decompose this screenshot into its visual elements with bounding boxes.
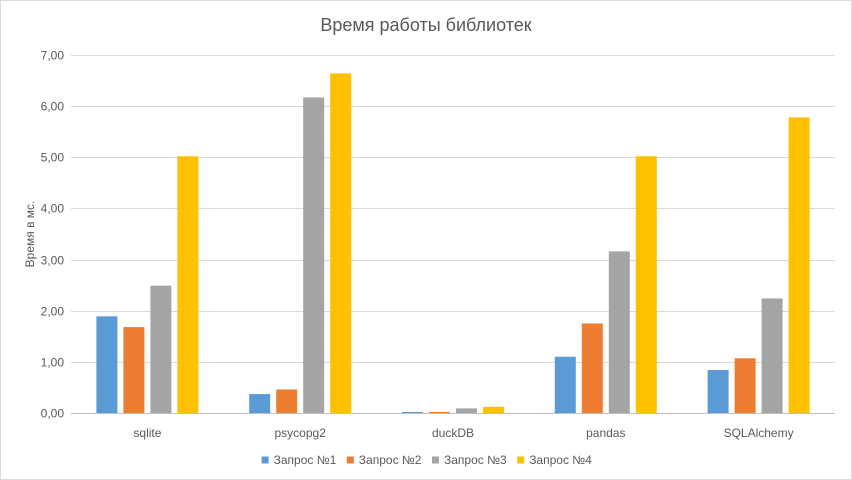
bar-duckdb-series-1 <box>402 411 423 413</box>
legend-label: Запрос №1 <box>274 453 337 467</box>
x-tick-label: pandas <box>586 426 625 440</box>
bar-pandas-series-1 <box>554 356 576 413</box>
legend-label: Запрос №2 <box>359 453 422 467</box>
bar-sqlite-series-1 <box>96 316 118 413</box>
bar-psycopg2-series-3 <box>303 97 325 413</box>
x-tick-label: SQLAlchemy <box>724 426 794 440</box>
bar-sqlalchemy-series-2 <box>734 358 756 413</box>
bar-pandas-series-4 <box>635 156 657 413</box>
x-tick-label: psycopg2 <box>275 426 327 440</box>
bars <box>96 73 810 413</box>
bar-sqlalchemy-series-4 <box>788 117 810 413</box>
bar-sqlalchemy-series-3 <box>761 298 783 413</box>
legend-swatch <box>346 456 354 464</box>
bar-sqlite-series-3 <box>150 285 172 413</box>
y-tick-label: 2,00 <box>41 305 65 319</box>
y-tick-label: 4,00 <box>41 202 65 216</box>
bar-psycopg2-series-1 <box>249 394 271 413</box>
legend: Запрос №1 Запрос №2 Запрос №3 Запрос №4 <box>261 453 592 467</box>
legend-swatch <box>517 456 525 464</box>
y-tick-label: 6,00 <box>41 100 65 114</box>
bar-sqlalchemy-series-1 <box>707 370 729 413</box>
y-tick-label: 5,00 <box>41 151 65 165</box>
bar-sqlite-series-4 <box>177 156 199 413</box>
legend-swatch <box>432 456 439 464</box>
bar-pandas-series-3 <box>608 251 630 413</box>
y-axis-title: Время в мс. <box>23 201 37 268</box>
y-tick-label: 0,00 <box>41 407 65 421</box>
chart-title: Время работы библиотек <box>320 15 531 35</box>
x-tick-label: sqlite <box>133 426 161 440</box>
bar-psycopg2-series-4 <box>330 73 352 413</box>
x-tick-label: duckDB <box>432 426 474 440</box>
legend-label: Запрос №4 <box>529 453 592 467</box>
y-tick-label: 1,00 <box>41 356 65 370</box>
bar-duckdb-series-2 <box>429 411 450 413</box>
bar-duckdb-series-3 <box>456 408 477 413</box>
x-axis-ticks: sqlite psycopg2 duckDB pandas SQLAlchemy <box>133 426 793 440</box>
bar-psycopg2-series-2 <box>276 389 298 413</box>
y-tick-label: 7,00 <box>41 49 65 63</box>
legend-label: Запрос №3 <box>444 453 507 467</box>
bar-pandas-series-2 <box>581 323 603 413</box>
bar-sqlite-series-2 <box>123 327 145 413</box>
bar-duckdb-series-4 <box>483 406 504 413</box>
y-tick-label: 3,00 <box>41 254 65 268</box>
y-axis-ticks: 0,00 1,00 2,00 3,00 4,00 5,00 6,00 7,00 <box>41 49 65 421</box>
legend-swatch <box>261 456 269 464</box>
